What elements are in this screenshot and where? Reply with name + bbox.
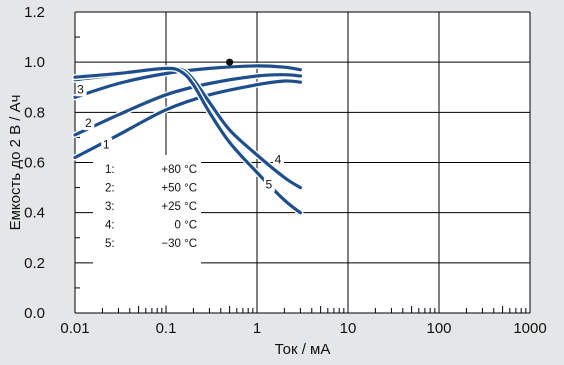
x-tick-label: 0.1 (156, 320, 177, 337)
y-axis-title: Емкость до 2 В / Ач (7, 95, 24, 231)
series-layer: 12 3 45 (72, 58, 304, 216)
series-2-line (73, 73, 302, 137)
series-1-line (73, 79, 302, 160)
legend-entry-number: 3: (105, 201, 115, 213)
marker-point (226, 58, 234, 66)
curve-label-bg (83, 116, 95, 131)
y-tick-label: 0.6 (24, 155, 45, 172)
x-tick-label: 1 (253, 320, 261, 337)
curve-label-bg (263, 177, 275, 192)
curve-label-2: 2 (85, 116, 92, 130)
x-tick-label: 1000 (513, 320, 546, 337)
tick-labels: 0.01 0.1 1 10 100 1000 0.0 0.2 0.4 0.6 0.8 1.0 1.2 (24, 4, 547, 337)
curve-label-1: 1 (103, 137, 110, 151)
legend-entry-number: 4: (105, 219, 115, 231)
series-3-line (73, 64, 302, 99)
curve-label-bg (75, 82, 87, 97)
legend-entry-text: −30 °C (161, 238, 197, 250)
x-tick-label: 0.01 (60, 320, 89, 337)
x-axis-title: Ток / мА (275, 341, 331, 358)
curve-label-5: 5 (266, 178, 273, 192)
curve-label-3: 3 (77, 82, 84, 96)
y-tick-label: 0.2 (24, 255, 45, 272)
y-tick-label: 0.0 (24, 305, 45, 322)
legend-entry-text: +50 °C (161, 182, 197, 194)
legend-entry-text: +80 °C (161, 164, 197, 176)
y-tick-label: 1.0 (24, 54, 45, 71)
curve-label-4: 4 (275, 153, 282, 167)
legend-entry-number: 2: (105, 182, 115, 194)
y-tick-label: 1.2 (24, 4, 45, 21)
legend-entry-text: 0 °C (175, 219, 198, 231)
legend-entry-number: 5: (105, 238, 115, 250)
legend-entry-number: 1: (105, 164, 115, 176)
curve-label-bg (101, 137, 113, 152)
legend: 1: +80 °C 2: +50 °C 3: +25 °C 4: 0 °C 5: −30 °C (93, 154, 201, 306)
legend-box (93, 154, 201, 306)
curve-label-bg (272, 152, 284, 167)
y-tick-label: 0.8 (24, 104, 45, 121)
x-tick-label: 100 (426, 320, 451, 337)
y-tick-label: 0.4 (24, 205, 45, 222)
x-tick-label: 10 (340, 320, 357, 337)
legend-entry-text: +25 °C (161, 201, 197, 213)
